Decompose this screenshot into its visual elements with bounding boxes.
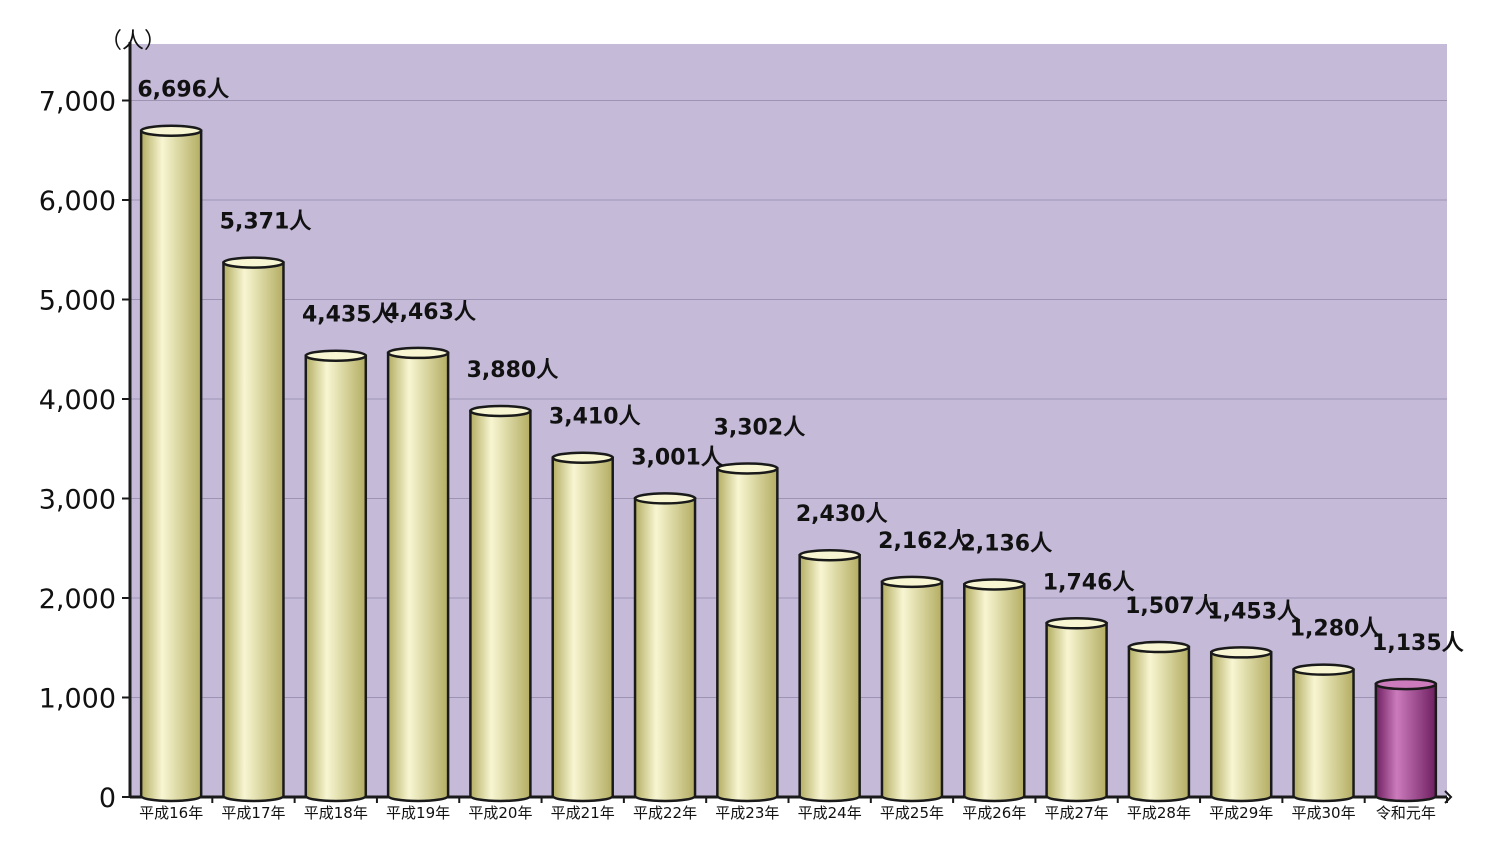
bar: [1374, 682, 1438, 803]
bar-top: [1374, 677, 1438, 691]
bar: [386, 351, 450, 803]
x-tick-label: 平成27年: [1045, 804, 1109, 822]
bar: [716, 467, 779, 803]
bar: [633, 497, 697, 803]
bar-top: [1045, 617, 1108, 630]
x-tick-label: 平成21年: [551, 804, 615, 822]
data-label: 1,453人: [1207, 599, 1299, 624]
bar-top: [633, 492, 697, 505]
x-tick-label: 平成30年: [1291, 804, 1355, 822]
data-label: 3,302人: [714, 415, 806, 440]
data-label: 3,410人: [549, 405, 641, 430]
y-axis-unit-label: （人）: [100, 29, 166, 54]
bar: [304, 354, 368, 803]
bar: [1045, 622, 1108, 803]
data-label: 4,463人: [384, 300, 476, 325]
bar-top: [304, 349, 368, 362]
bar-top: [1127, 640, 1191, 654]
x-tick-label: 平成17年: [221, 804, 285, 822]
x-tick-label: 平成26年: [962, 804, 1026, 822]
bar-top: [798, 548, 861, 562]
x-tick-label: 平成29年: [1209, 804, 1273, 822]
y-tick-label: 4,000: [39, 385, 116, 416]
data-label: 3,880人: [467, 358, 559, 383]
y-tick-label: 1,000: [39, 684, 116, 715]
data-label: 3,001人: [631, 445, 723, 470]
bar-top: [1209, 646, 1273, 659]
data-label: 4,435人: [302, 303, 394, 328]
x-tick-label: 平成18年: [304, 804, 368, 822]
x-tick-label: 平成28年: [1127, 804, 1191, 822]
data-label: 1,280人: [1290, 617, 1382, 642]
bar: [1292, 668, 1355, 803]
y-tick-label: 2,000: [39, 584, 116, 615]
y-tick-label: 3,000: [39, 485, 116, 516]
bar-top: [139, 124, 203, 137]
bar: [880, 580, 944, 803]
x-tick-label: 平成24年: [798, 804, 862, 822]
bar: [222, 261, 285, 803]
bar: [139, 129, 203, 803]
bar-top: [469, 404, 532, 418]
bar-top: [222, 256, 285, 269]
y-tick-label: 0: [99, 783, 116, 814]
bar: [469, 409, 532, 803]
x-tick-label: 平成25年: [880, 804, 944, 822]
bar: [1127, 645, 1191, 803]
data-label: 1,135人: [1372, 631, 1464, 656]
x-tick-label: 平成20年: [468, 804, 532, 822]
data-label: 1,746人: [1043, 570, 1135, 595]
data-label: 2,136人: [960, 531, 1052, 556]
data-label: 2,430人: [796, 502, 888, 527]
data-label: 2,162人: [878, 529, 970, 554]
y-tick-label: 5,000: [39, 286, 116, 317]
bar-top: [880, 575, 944, 589]
bar-top: [716, 462, 779, 475]
data-label: 6,696人: [137, 78, 229, 103]
bar: [1209, 651, 1273, 803]
x-tick-label: 令和元年: [1376, 804, 1436, 822]
x-tick-label: 平成19年: [386, 804, 450, 822]
data-label: 5,371人: [220, 210, 312, 235]
x-axis-end-mark: [1444, 790, 1453, 804]
bar-top: [963, 578, 1026, 591]
bar: [551, 456, 614, 803]
bar-top: [386, 346, 450, 360]
data-label: 1,507人: [1125, 594, 1217, 619]
y-tick-label: 6,000: [39, 186, 116, 217]
bar-top: [551, 451, 614, 464]
bar: [963, 583, 1026, 803]
x-tick-label: 平成23年: [715, 804, 779, 822]
x-tick-label: 平成22年: [633, 804, 697, 822]
bar: [798, 553, 861, 803]
bar-top: [1292, 663, 1355, 676]
y-tick-label: 7,000: [39, 87, 116, 118]
x-tick-label: 平成16年: [139, 804, 203, 822]
